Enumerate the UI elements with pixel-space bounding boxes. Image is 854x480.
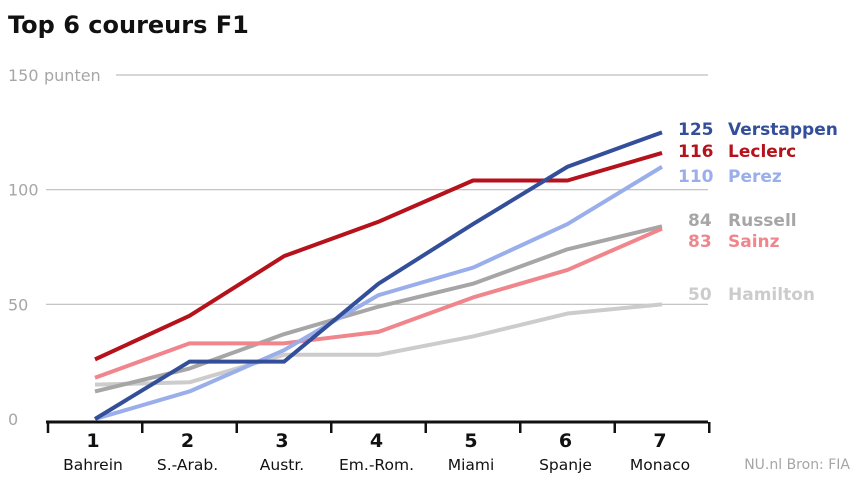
end-value-perez: 110	[678, 167, 714, 187]
series-line-hamilton	[94, 302, 663, 387]
series-line-verstappen	[93, 130, 663, 421]
end-value-russell: 84	[688, 211, 712, 231]
source-note: NU.nl Bron: FIA	[744, 457, 850, 473]
end-value-hamilton: 50	[688, 285, 712, 305]
x-tick-number-3: 3	[275, 430, 288, 452]
end-value-verstappen: 125	[678, 120, 714, 140]
series-lines	[93, 130, 664, 421]
series-line-sainz	[94, 226, 663, 380]
y-tick-label-50: 50	[8, 295, 28, 314]
x-tick-label-6: Spanje	[539, 456, 592, 474]
x-tick-number-1: 1	[86, 430, 99, 452]
series-name-sainz: Sainz	[728, 232, 780, 252]
x-axis: 1 2 3 4 5 6 7 Bahrein S.-Arab. Austr. Em.-Rom. Miam…	[46, 420, 711, 474]
series-end-labels: 50 Hamilton 84 Russell 83 Sainz 110 Perez 116 Lec…	[678, 120, 838, 305]
x-tick-number-2: 2	[181, 430, 194, 452]
series-name-russell: Russell	[728, 211, 797, 231]
series-line-leclerc	[94, 151, 663, 362]
series-name-leclerc: Leclerc	[728, 142, 796, 162]
x-tick-label-2: S.-Arab.	[157, 456, 218, 474]
grid	[46, 74, 708, 305]
series-line-perez	[94, 165, 664, 421]
x-tick-number-6: 6	[559, 430, 572, 452]
x-tick-number-7: 7	[653, 430, 666, 452]
x-tick-number-5: 5	[464, 430, 477, 452]
x-tick-label-1: Bahrein	[63, 456, 123, 474]
x-tick-label-3: Austr.	[260, 456, 304, 474]
y-tick-label-0: 0	[8, 410, 18, 429]
x-tick-label-7: Monaco	[630, 456, 690, 474]
y-axis-ticks: 0 50 100 150 punten	[8, 66, 101, 429]
series-name-hamilton: Hamilton	[728, 285, 815, 305]
x-tick-number-4: 4	[370, 430, 383, 452]
chart-title: Top 6 coureurs F1	[8, 11, 249, 39]
end-value-sainz: 83	[688, 232, 712, 252]
x-tick-label-5: Miami	[448, 456, 495, 474]
series-name-perez: Perez	[728, 167, 782, 187]
y-tick-label-100: 100	[8, 181, 39, 200]
series-name-verstappen: Verstappen	[728, 120, 838, 140]
series-line-russell	[94, 224, 663, 394]
y-tick-label-150: 150	[8, 66, 39, 85]
end-value-leclerc: 116	[678, 142, 714, 162]
x-tick-label-4: Em.-Rom.	[339, 456, 414, 474]
y-unit-label: punten	[44, 66, 101, 85]
